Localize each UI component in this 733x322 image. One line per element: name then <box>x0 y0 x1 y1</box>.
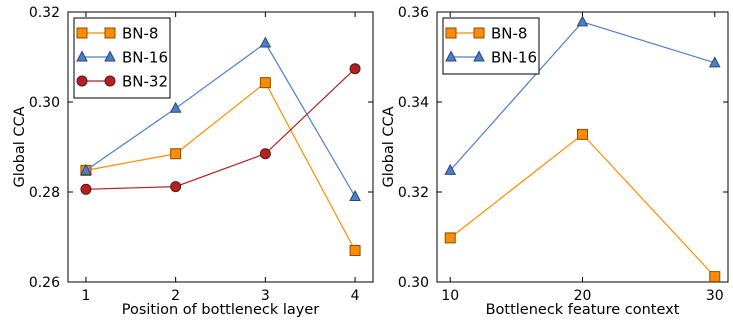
series-bn-32 <box>80 63 361 195</box>
chart-panel-2: 10 20 30 0.30 0.32 0.34 0.36 Bottleneck feature… <box>381 5 729 318</box>
y-axis-label: Global CCA <box>381 106 397 187</box>
y-tick-label: 0.28 <box>29 185 60 201</box>
legend-marker <box>473 50 485 62</box>
legend-label: BN-8 <box>122 25 158 43</box>
series-bn-16 <box>444 15 721 175</box>
legend-box <box>73 17 171 99</box>
legend-label: BN-16 <box>122 49 168 67</box>
series-line <box>449 133 716 278</box>
data-point <box>259 77 271 89</box>
y-tick-label: 0.30 <box>398 275 429 291</box>
data-point <box>259 36 272 48</box>
data-point <box>444 232 456 244</box>
x-axis-label: Bottleneck feature context <box>486 302 680 318</box>
data-point <box>170 181 182 193</box>
x-tick-label: 4 <box>351 288 360 304</box>
y-tick-label: 0.36 <box>398 5 429 21</box>
legend-marker <box>104 50 116 62</box>
x-tick-label: 1 <box>81 288 90 304</box>
legend: BN-8 BN-16 <box>442 17 540 75</box>
legend-marker <box>76 27 88 39</box>
legend-entry: BN-8 <box>76 25 158 43</box>
x-tick-label: 30 <box>706 288 724 304</box>
legend-entry: BN-16 <box>445 49 537 67</box>
plot-frame <box>67 11 374 283</box>
legend-marker <box>445 27 457 39</box>
data-point <box>444 163 457 175</box>
legend-marker <box>104 27 116 39</box>
data-point <box>709 271 721 283</box>
series-line <box>85 81 356 251</box>
legend-entry: BN-32 <box>76 73 168 91</box>
series-line <box>85 42 356 197</box>
data-point <box>349 63 361 75</box>
legend-label: BN-8 <box>491 25 527 43</box>
legend-marker <box>76 50 88 62</box>
y-tick-label: 0.30 <box>29 95 60 111</box>
legend-entry: BN-8 <box>445 25 527 43</box>
y-tick-label: 0.26 <box>29 275 60 291</box>
data-point <box>349 189 361 201</box>
legend-entry: BN-16 <box>76 49 168 67</box>
y-tick-label: 0.34 <box>398 95 429 111</box>
x-axis-label: Position of bottleneck layer <box>122 302 320 318</box>
legend-marker <box>445 50 457 62</box>
legend-box <box>442 17 540 75</box>
y-axis-label: Global CCA <box>12 106 28 187</box>
data-point <box>170 148 182 160</box>
series-bn-16 <box>80 36 361 201</box>
legend: BN-8 BN-16 BN-32 <box>73 17 171 99</box>
data-point <box>80 183 92 195</box>
legend-marker <box>76 75 88 87</box>
y-tick-label: 0.32 <box>29 5 60 21</box>
x-tick-label: 20 <box>574 288 592 304</box>
data-point <box>169 101 182 113</box>
x-tick-label: 10 <box>441 288 459 304</box>
legend-label: BN-32 <box>122 73 168 91</box>
legend-label: BN-16 <box>491 49 537 67</box>
data-point <box>577 128 588 140</box>
chart-panel-1: 1 2 3 4 0.26 0.28 0.30 0.32 Position of bottlene… <box>12 5 374 318</box>
data-point <box>259 148 271 160</box>
legend-marker <box>473 27 485 39</box>
series-line <box>85 68 356 190</box>
x-tick-label: 2 <box>171 288 180 304</box>
data-point <box>349 245 361 256</box>
y-tick-label: 0.32 <box>398 185 429 201</box>
data-point <box>708 56 721 68</box>
data-point <box>80 163 92 175</box>
data-point <box>576 15 589 27</box>
series-bn-8 <box>444 128 721 283</box>
legend-marker <box>104 75 116 87</box>
x-tick-label: 3 <box>261 288 270 304</box>
